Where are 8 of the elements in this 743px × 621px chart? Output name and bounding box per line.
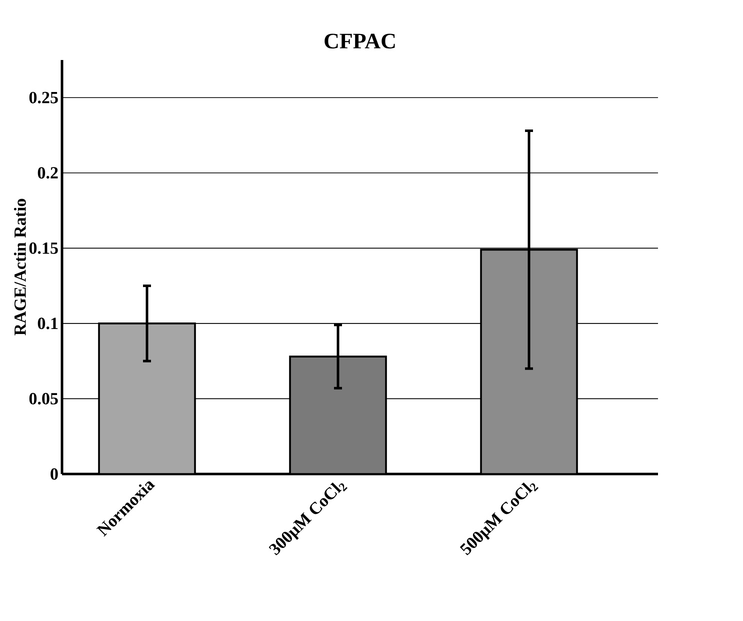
y-tick-label: 0.25 <box>29 92 58 104</box>
y-tick-label: 0.2 <box>38 167 58 179</box>
y-tick-label: 0.1 <box>38 318 58 330</box>
y-tick-label: 0 <box>50 468 58 480</box>
chart-title: CFPAC <box>324 34 395 48</box>
y-tick-label: 0.15 <box>29 242 58 254</box>
y-axis-title: RAGE/Actin Ratio <box>14 198 26 336</box>
y-tick-label: 0.05 <box>29 392 58 404</box>
